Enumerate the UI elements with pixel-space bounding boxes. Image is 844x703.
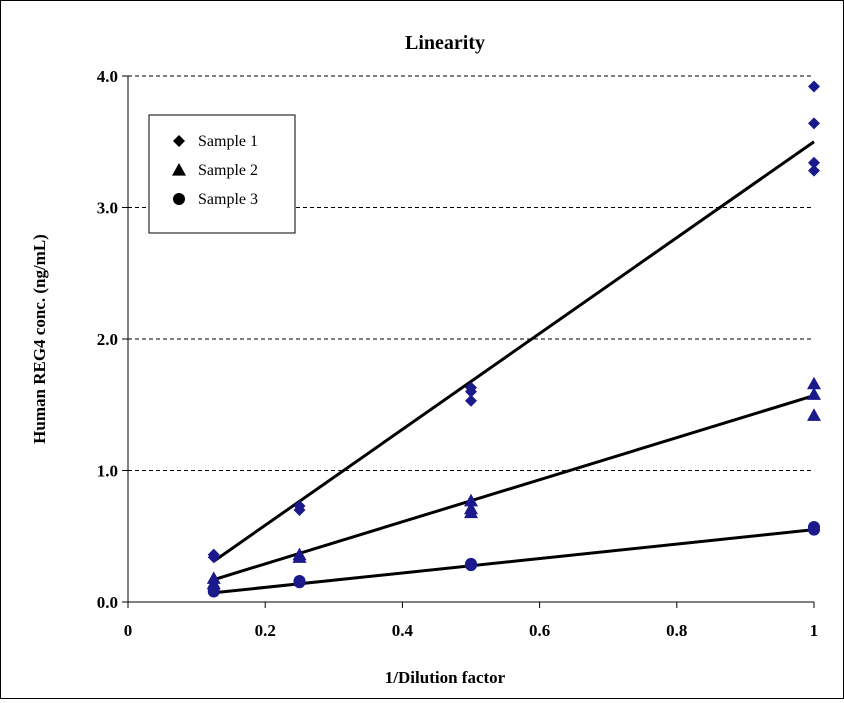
legend-marker-2 [172,163,186,176]
x-axis-label: 1/Dilution factor [385,668,506,687]
y-axis-label: Human REG4 conc. (ng/mL) [30,234,49,444]
data-point-series-3 [293,574,306,587]
data-point-series-2 [807,387,821,400]
legend-label-2: Sample 2 [198,162,258,179]
data-point-series-1 [808,164,820,177]
legend-label-1: Sample 1 [198,133,258,150]
y-tick-label: 0.0 [97,593,118,612]
chart-title: Linearity [405,32,485,54]
data-point-series-1 [808,80,820,93]
trendlines [212,140,815,595]
trendline-series-2 [213,394,815,582]
data-point-series-2 [206,571,221,584]
data-point-series-2 [464,493,478,507]
data-point-series-2 [464,501,478,515]
data-points [206,80,821,598]
data-point-series-1 [808,156,820,169]
data-point-series-3 [207,582,220,595]
legend-label-3: Sample 3 [198,191,258,208]
data-point-series-1 [808,117,820,130]
x-tick-label: 0.2 [255,621,276,640]
data-point-series-1 [293,500,306,513]
data-point-series-1 [465,394,477,407]
data-point-series-2 [807,376,821,390]
legend: Sample 1 Sample 2 Sample 3 [148,114,296,234]
y-tick-label: 1.0 [97,462,118,481]
axes [122,75,815,608]
y-tick-label: 3.0 [97,199,118,218]
x-tick-label: 0.6 [529,621,550,640]
trendline-series-3 [213,528,815,595]
y-tick-label: 2.0 [97,330,118,349]
x-tick-label: 0 [124,621,133,640]
x-tick-label: 1 [810,621,819,640]
tick-labels: 0.0 1.0 2.0 3.0 4.0 0 0.2 0.4 0.6 0.8 1 [97,67,819,640]
legend-marker-1 [173,135,185,147]
x-tick-label: 0.4 [392,621,414,640]
data-point-series-3 [808,521,820,534]
data-point-series-3 [465,557,477,570]
legend-marker-3 [173,193,185,205]
data-point-series-1 [465,381,477,394]
data-point-series-2 [292,547,307,561]
y-tick-label: 4.0 [97,67,118,86]
x-tick-label: 0.8 [666,621,687,640]
trendline-series-1 [212,140,815,563]
data-point-series-2 [807,408,821,421]
data-point-series-1 [207,548,220,561]
